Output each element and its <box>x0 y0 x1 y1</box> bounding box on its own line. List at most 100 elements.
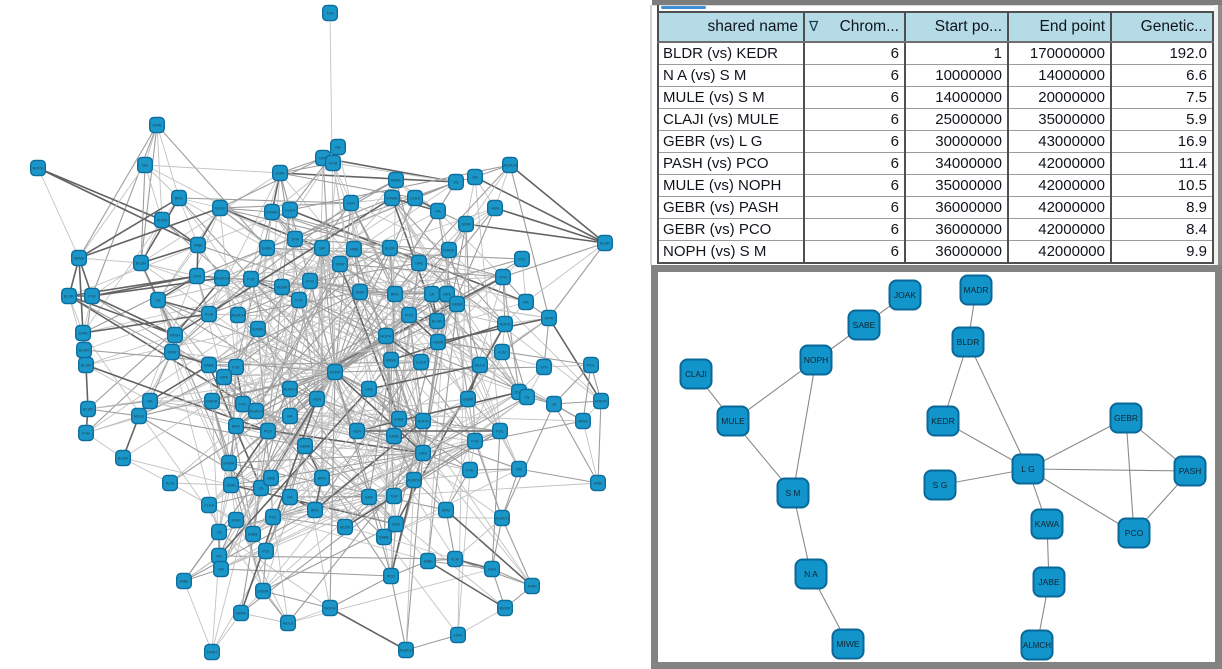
svg-text:SABE: SABE <box>853 320 876 330</box>
svg-text:GRE: GRE <box>365 388 374 392</box>
svg-text:PJG: PJG <box>88 295 95 299</box>
svg-text:JABE: JABE <box>1038 577 1060 587</box>
svg-text:POL: POL <box>518 258 526 262</box>
svg-text:CLAJI: CLAJI <box>410 197 420 201</box>
svg-text:BRG: BRG <box>442 509 450 513</box>
svg-text:LN: LN <box>525 396 530 400</box>
svg-text:GRE: GRE <box>419 452 428 456</box>
svg-text:ALMCH: ALMCH <box>407 479 421 483</box>
svg-text:GEBR: GEBR <box>433 341 444 345</box>
svg-text:SABE: SABE <box>379 536 390 540</box>
svg-text:POL: POL <box>269 516 277 520</box>
svg-text:GRE: GRE <box>392 523 401 527</box>
svg-text:PASH: PASH <box>170 334 180 338</box>
svg-text:PJG: PJG <box>232 366 239 370</box>
svg-text:MADR: MADR <box>206 400 217 404</box>
svg-text:CLAJI: CLAJI <box>416 361 426 365</box>
svg-text:JOAK: JOAK <box>894 290 917 300</box>
svg-text:BLDR: BLDR <box>957 337 980 347</box>
svg-text:KLM: KLM <box>205 313 213 317</box>
svg-text:KEDR: KEDR <box>330 371 341 375</box>
svg-text:GEBR: GEBR <box>1114 413 1138 423</box>
svg-text:KLM: KLM <box>166 482 174 486</box>
svg-text:ALMCH: ALMCH <box>399 649 413 653</box>
svg-text:N A: N A <box>804 569 818 579</box>
svg-text:TUR: TUR <box>390 495 398 499</box>
svg-text:NA: NA <box>335 146 341 150</box>
svg-text:ALMCH: ALMCH <box>231 314 245 318</box>
svg-text:BLDR: BLDR <box>385 247 395 251</box>
svg-text:KEDR: KEDR <box>340 526 351 530</box>
svg-text:MIWE: MIWE <box>836 639 859 649</box>
svg-text:STN: STN <box>499 276 507 280</box>
svg-text:BLDR: BLDR <box>79 349 89 353</box>
svg-text:MIWE: MIWE <box>578 420 589 424</box>
svg-text:JABE: JABE <box>179 580 189 584</box>
svg-text:BLDR: BLDR <box>64 295 74 299</box>
svg-text:KEDR: KEDR <box>931 416 955 426</box>
svg-text:NOPH: NOPH <box>500 323 511 327</box>
svg-text:STN: STN <box>540 366 548 370</box>
svg-text:MADR: MADR <box>963 285 988 295</box>
svg-text:SM: SM <box>218 568 224 572</box>
svg-text:NA: NA <box>287 496 293 500</box>
svg-text:KEDR: KEDR <box>500 607 511 611</box>
svg-text:MIWE: MIWE <box>236 612 247 616</box>
svg-text:SABE: SABE <box>248 533 259 537</box>
svg-text:GEBR: GEBR <box>463 398 474 402</box>
svg-text:BLDR: BLDR <box>118 457 128 461</box>
svg-text:NOPH: NOPH <box>381 335 392 339</box>
svg-text:STN: STN <box>291 238 299 242</box>
svg-text:PJG: PJG <box>471 440 478 444</box>
svg-text:POL: POL <box>587 364 595 368</box>
svg-text:NA: NA <box>216 555 222 559</box>
svg-text:L G: L G <box>1021 464 1034 474</box>
svg-text:NOPH: NOPH <box>33 167 44 171</box>
svg-text:PJG: PJG <box>295 299 302 303</box>
svg-text:BLDR: BLDR <box>136 262 146 266</box>
svg-text:DRW: DRW <box>545 317 554 321</box>
svg-text:KAWA: KAWA <box>1035 519 1060 529</box>
svg-text:NA: NA <box>523 301 529 305</box>
svg-text:MULE: MULE <box>475 364 486 368</box>
svg-text:LN: LN <box>156 299 161 303</box>
svg-text:KLM: KLM <box>329 162 337 166</box>
svg-text:GEBR: GEBR <box>258 590 269 594</box>
svg-text:PCO: PCO <box>306 280 314 284</box>
svg-text:DRW: DRW <box>356 291 365 295</box>
svg-text:KLM: KLM <box>498 351 506 355</box>
svg-text:GRE: GRE <box>267 477 276 481</box>
svg-text:ALMCH: ALMCH <box>283 388 297 392</box>
svg-text:DRW: DRW <box>168 351 177 355</box>
svg-text:BRG: BRG <box>311 509 319 513</box>
svg-text:MULE: MULE <box>721 416 745 426</box>
svg-text:NOPH: NOPH <box>804 355 829 365</box>
svg-text:KLM: KLM <box>451 558 459 562</box>
svg-text:JOAK: JOAK <box>231 519 241 523</box>
svg-text:SG: SG <box>453 181 459 185</box>
svg-text:ALMCH: ALMCH <box>1023 641 1051 650</box>
svg-text:GRE: GRE <box>415 262 424 266</box>
svg-text:PCO: PCO <box>387 575 395 579</box>
svg-text:MIWE: MIWE <box>391 179 402 183</box>
svg-text:GEBR: GEBR <box>300 445 311 449</box>
svg-text:KAWA: KAWA <box>224 462 235 466</box>
svg-text:NA: NA <box>287 415 293 419</box>
svg-text:BRG: BRG <box>175 197 183 201</box>
svg-text:BRG: BRG <box>232 425 240 429</box>
svg-text:PCO: PCO <box>264 430 272 434</box>
svg-text:GRE: GRE <box>443 293 452 297</box>
svg-text:ALMCH: ALMCH <box>249 410 263 414</box>
svg-text:PASH: PASH <box>1179 466 1202 476</box>
svg-text:POL: POL <box>239 403 247 407</box>
svg-text:ALMCH: ALMCH <box>215 277 229 281</box>
svg-text:POL: POL <box>262 550 270 554</box>
svg-text:GRE: GRE <box>319 157 328 161</box>
svg-text:NOPH: NOPH <box>418 420 429 424</box>
svg-text:JABE: JABE <box>193 244 203 248</box>
svg-text:KAWA: KAWA <box>253 328 264 332</box>
svg-text:MULE: MULE <box>215 207 226 211</box>
svg-text:BLDR: BLDR <box>81 364 91 368</box>
svg-text:PCO: PCO <box>405 314 413 318</box>
svg-text:BLDR: BLDR <box>83 408 93 412</box>
